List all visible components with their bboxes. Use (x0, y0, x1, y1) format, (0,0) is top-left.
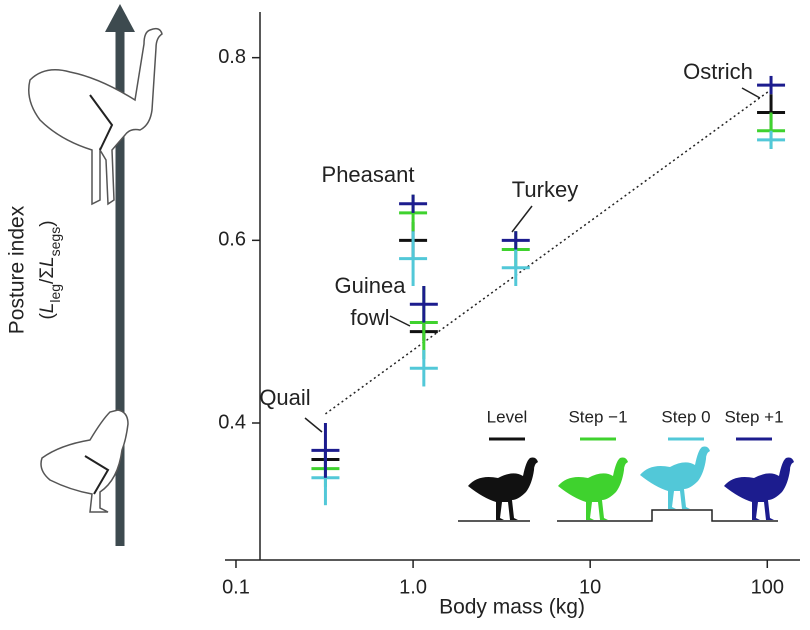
species-label: Ostrich (683, 59, 753, 84)
formula-part: /Σ (37, 267, 58, 284)
bird-silhouette (558, 457, 628, 520)
bird-silhouette (640, 446, 710, 509)
formula-part: segs (47, 227, 63, 257)
formula-part: ) (37, 220, 58, 226)
y-tick-label: 0.6 (218, 229, 246, 251)
leader-line (741, 87, 761, 99)
x-tick-label: 10 (579, 576, 601, 598)
legend-label: Step −1 (568, 407, 627, 426)
legend-label: Step +1 (724, 407, 783, 426)
step-ground (557, 509, 778, 522)
legend-label: Level (487, 407, 528, 426)
y-axis-title: Posture index (Lleg/ΣLsegs) (6, 205, 63, 334)
y-axis-formula: (Lleg/ΣLsegs) (37, 220, 63, 319)
species-label: Guinea fowl (334, 273, 406, 330)
ostrich-leg-line (89, 94, 114, 151)
y-tick-label: 0.8 (218, 46, 246, 68)
legend-label: Step 0 (661, 407, 710, 426)
species-label: Pheasant (321, 162, 415, 187)
quail-leg-line (84, 455, 110, 495)
formula-part: leg (47, 284, 63, 303)
arrow-head (105, 4, 135, 32)
x-tick-label: 100 (751, 576, 784, 598)
formula-part: ( (37, 313, 58, 320)
x-axis-label: Body mass (kg) (439, 596, 585, 619)
x-tick-label: 0.1 (222, 576, 250, 598)
bird-silhouette (468, 457, 538, 520)
species-label: Quail (259, 385, 311, 410)
bird-silhouette (724, 457, 794, 520)
leader-line (511, 205, 533, 233)
formula-part: L (37, 303, 58, 314)
quail-outline (40, 409, 129, 513)
ostrich-outline (28, 27, 163, 206)
leader-line (304, 417, 323, 433)
x-tick-label: 1.0 (399, 576, 427, 598)
y-axis-label: Posture index (6, 205, 29, 334)
trend-line (325, 89, 772, 415)
y-tick-label: 0.4 (218, 411, 246, 433)
leader-line (389, 315, 411, 327)
formula-part: L (37, 256, 58, 267)
species-label: Turkey (511, 177, 579, 202)
